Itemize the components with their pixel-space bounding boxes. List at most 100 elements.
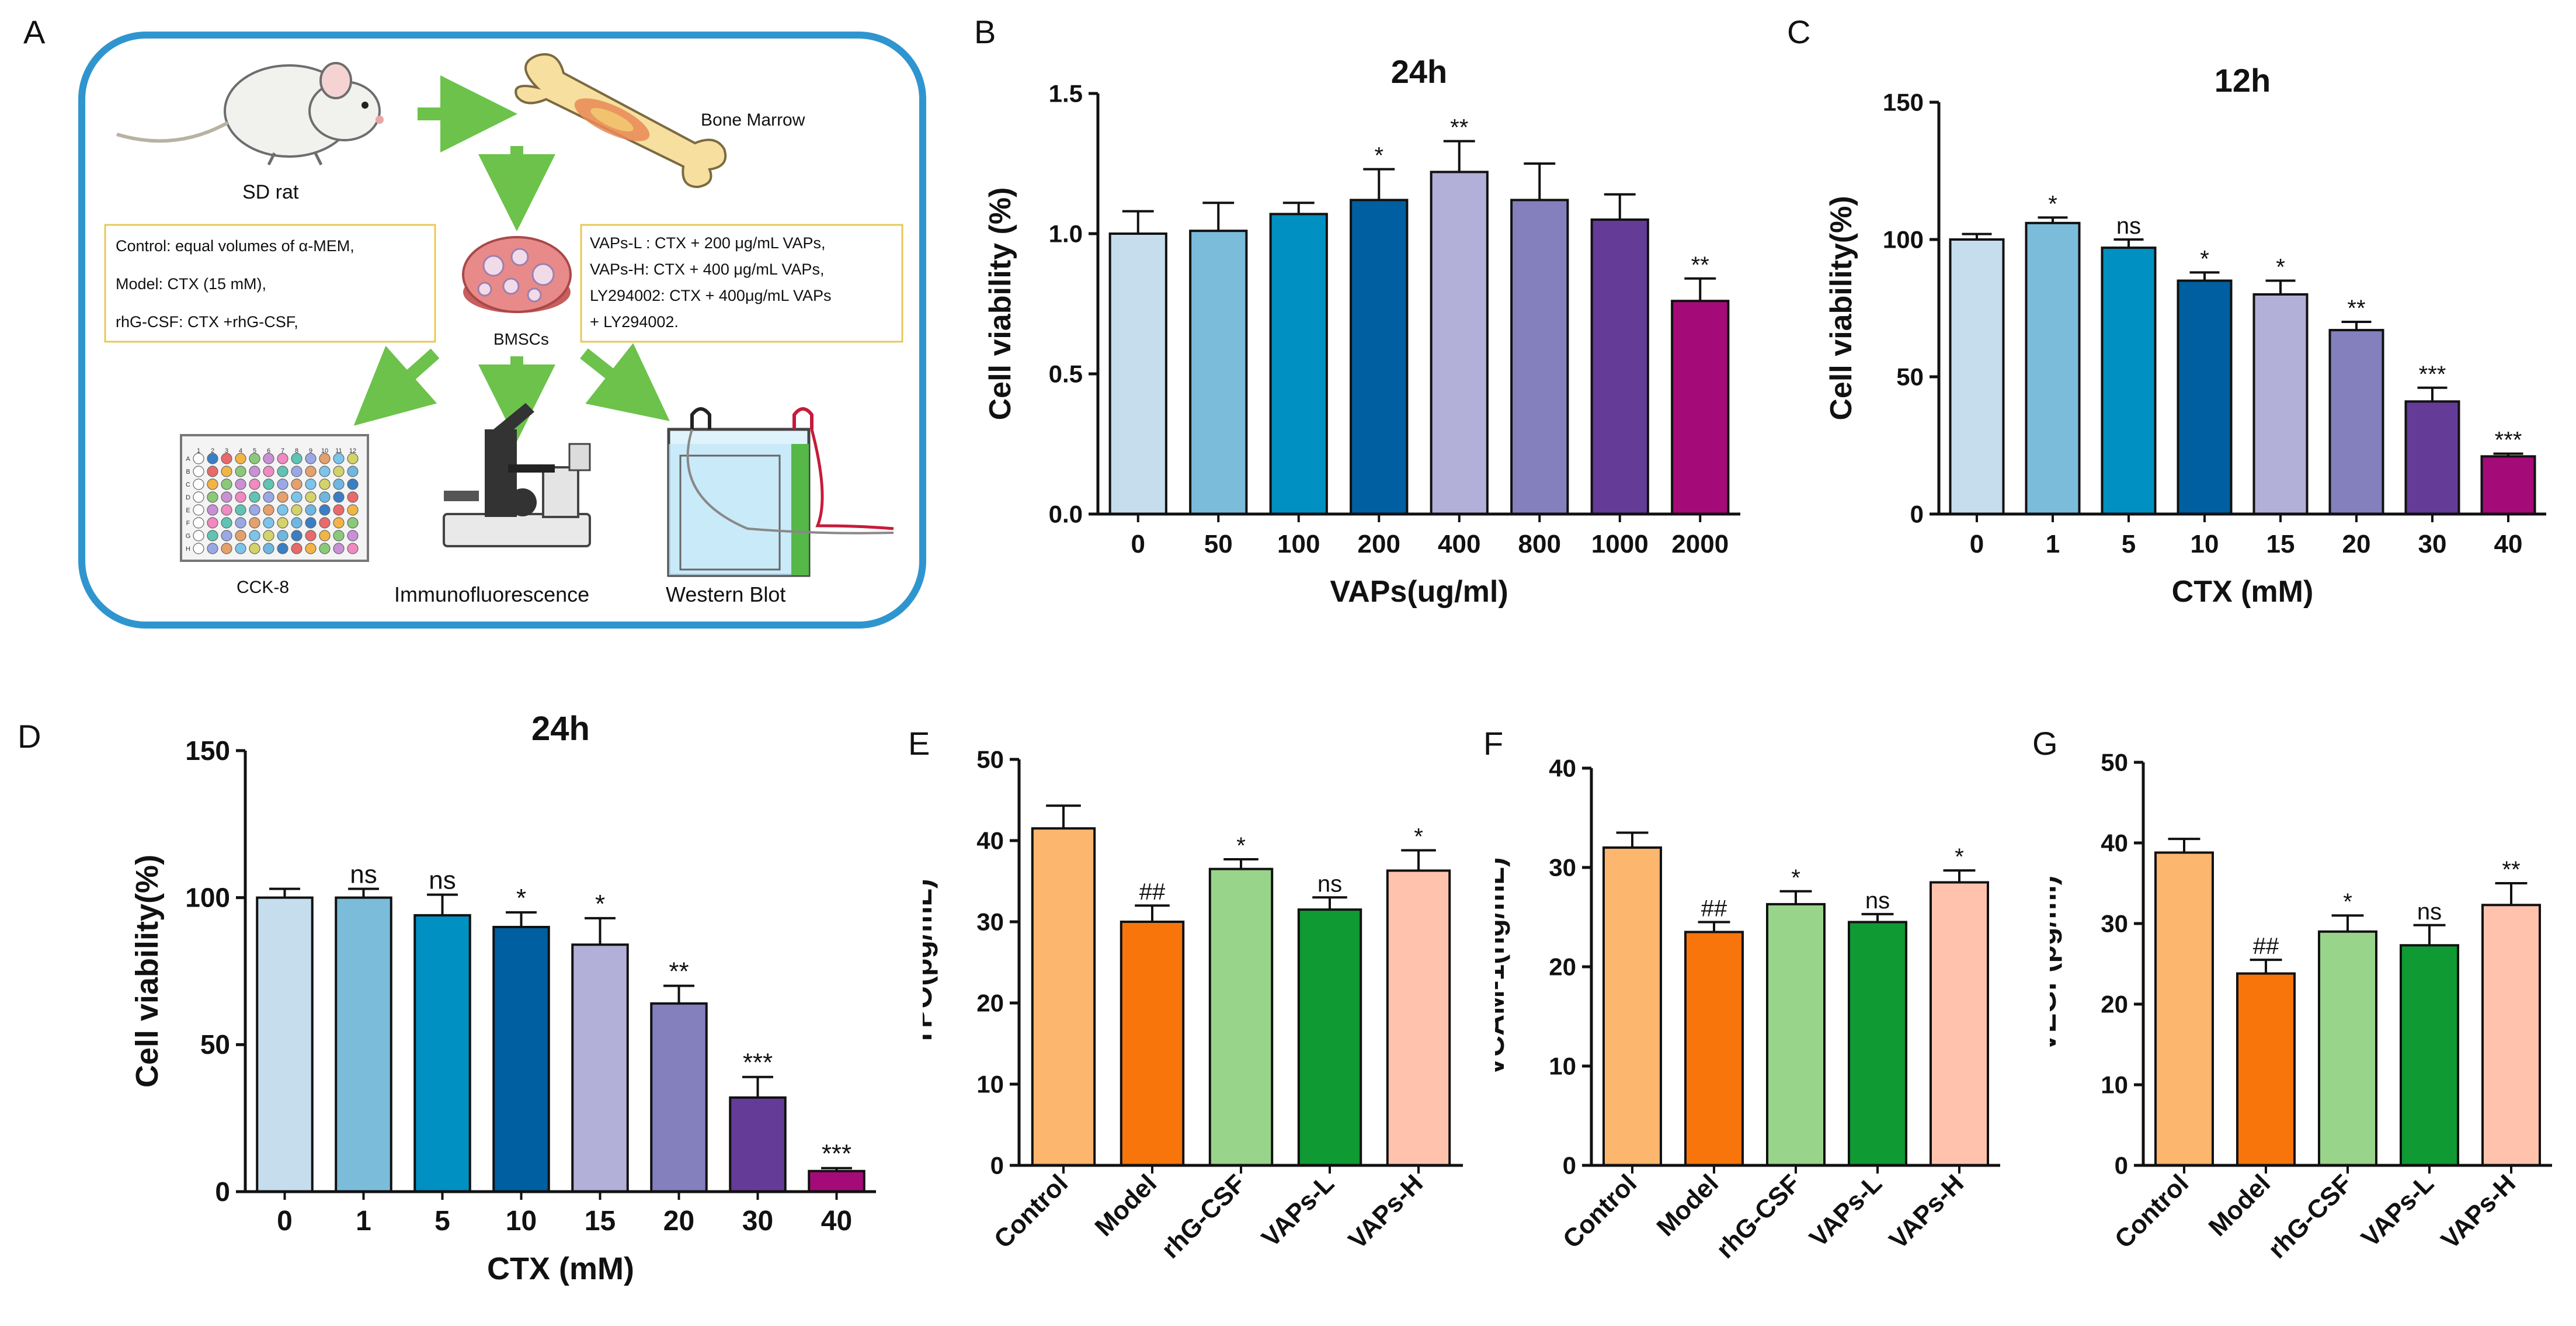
y-tick-label: 30 bbox=[976, 908, 1004, 935]
y-tick-label: 40 bbox=[1549, 754, 1576, 782]
plate-well bbox=[235, 453, 246, 464]
plate-well bbox=[235, 517, 246, 529]
plate-well bbox=[333, 543, 345, 554]
panel-letter-g: G bbox=[2032, 725, 2058, 762]
plate-col-label: 6 bbox=[267, 447, 270, 454]
plate-well bbox=[333, 453, 345, 464]
bar-rhG-CSF bbox=[1208, 867, 1274, 1167]
bar-200 bbox=[1350, 199, 1409, 515]
bar-rhG-CSF bbox=[1766, 902, 1826, 1167]
plate-well bbox=[207, 491, 218, 503]
plate-well bbox=[221, 491, 232, 503]
x-tick-label: 20 bbox=[663, 1206, 694, 1237]
plate-well bbox=[263, 453, 274, 464]
x-tick-label: Control bbox=[1558, 1169, 1642, 1254]
x-tick-label: VAPs-H bbox=[1343, 1169, 1428, 1254]
plate-well bbox=[193, 530, 204, 541]
y-tick-label: 100 bbox=[185, 883, 230, 913]
x-tick-label: Model bbox=[2203, 1169, 2276, 1242]
x-tick-label: rhG-CSF bbox=[1711, 1169, 1806, 1264]
bar-50 bbox=[1189, 230, 1248, 515]
bar-Model bbox=[1684, 931, 1744, 1167]
plate-well bbox=[305, 504, 317, 516]
left-box-line-2: Model: CTX (15 mM), bbox=[116, 275, 266, 293]
y-tick-label: 40 bbox=[976, 827, 1004, 854]
y-tick-label: 20 bbox=[1549, 953, 1576, 980]
plate-well bbox=[347, 530, 359, 541]
x-tick-label: VAPs-L bbox=[2356, 1169, 2439, 1252]
y-tick-label: 50 bbox=[1896, 363, 1924, 390]
y-tick-label: 1.5 bbox=[1049, 79, 1083, 107]
significance-label: ** bbox=[669, 957, 689, 986]
significance-label: *** bbox=[822, 1140, 851, 1168]
chart-title: 24h bbox=[1391, 53, 1448, 90]
plate-well bbox=[207, 478, 218, 490]
significance-label: * bbox=[1791, 865, 1800, 891]
x-tick-label: 0 bbox=[1131, 530, 1145, 558]
bar-VAPs-H bbox=[1930, 881, 1989, 1167]
plate-well bbox=[319, 530, 331, 541]
plate-well bbox=[263, 466, 274, 477]
plate-well bbox=[263, 543, 274, 554]
y-tick-label: 150 bbox=[185, 735, 230, 766]
chart-title: 24h bbox=[531, 710, 590, 748]
plate-well bbox=[221, 478, 232, 490]
plate-well bbox=[333, 478, 345, 490]
plate-well bbox=[193, 478, 204, 490]
x-tick-label: 30 bbox=[742, 1206, 773, 1237]
significance-label: * bbox=[2200, 246, 2209, 272]
plate-well bbox=[207, 453, 218, 464]
panel-letter-f: F bbox=[1483, 725, 1504, 762]
plate-well bbox=[305, 478, 317, 490]
y-tick-label: 0 bbox=[215, 1176, 230, 1207]
bar-Model bbox=[1120, 921, 1185, 1167]
significance-label: * bbox=[2276, 255, 2285, 280]
bar-1 bbox=[335, 896, 392, 1193]
x-tick-label: 10 bbox=[2191, 530, 2219, 558]
bar-5 bbox=[2101, 247, 2157, 515]
plate-well bbox=[263, 491, 274, 503]
significance-label: ns bbox=[2417, 899, 2442, 925]
panel-c-chart: 12h 0 * 1 ns 5 * 10 * 15 ** 20 *** 30 *** 40 0 50 100 150 Ce… bbox=[1824, 62, 2546, 609]
left-box-line-3: rhG-CSF: CTX +rhG-CSF, bbox=[116, 313, 298, 331]
x-tick-label: 30 bbox=[2418, 530, 2447, 558]
plate-well bbox=[193, 453, 204, 464]
bone-label: Bone Marrow bbox=[701, 110, 805, 130]
rat-icon bbox=[116, 62, 384, 166]
right-group-box bbox=[580, 224, 903, 343]
bar-40 bbox=[2480, 455, 2536, 515]
significance-label: ** bbox=[2502, 857, 2520, 883]
plate-col-label: 9 bbox=[309, 447, 312, 454]
significance-label: ** bbox=[1691, 252, 1709, 278]
plate-col-label: 2 bbox=[211, 447, 214, 454]
bar-30 bbox=[2404, 400, 2460, 515]
bar-100 bbox=[1269, 213, 1328, 515]
right-box-line-2: VAPs-H: CTX + 400 μg/mL VAPs, bbox=[590, 261, 824, 278]
x-tick-label: 5 bbox=[2122, 530, 2136, 558]
x-tick-label: 15 bbox=[2266, 530, 2295, 558]
x-tick-label: 2000 bbox=[1671, 530, 1729, 558]
bone-icon bbox=[514, 53, 727, 189]
plate-col-label: 4 bbox=[239, 447, 242, 454]
x-tick-label: Model bbox=[1652, 1169, 1725, 1242]
plate-well bbox=[221, 466, 232, 477]
cells-label: BMSCs bbox=[493, 330, 549, 348]
bar-400 bbox=[1430, 171, 1489, 515]
bar-5 bbox=[413, 914, 471, 1193]
y-tick-label: 0.0 bbox=[1049, 500, 1083, 527]
plate-row-label: B bbox=[186, 468, 190, 475]
plate-well bbox=[221, 453, 232, 464]
western-blot-tank-icon bbox=[667, 407, 894, 577]
bar-20 bbox=[650, 1002, 708, 1193]
x-tick-label: 20 bbox=[2342, 530, 2371, 558]
x-tick-label: 0 bbox=[277, 1206, 293, 1237]
x-tick-label: 10 bbox=[506, 1206, 537, 1237]
plate-row-label: G bbox=[186, 533, 191, 540]
plate-col-label: 10 bbox=[321, 447, 328, 454]
panel-a-schematic: SD rat Bone Marrow Control: equal volume… bbox=[78, 32, 926, 629]
plate-well bbox=[193, 504, 204, 516]
significance-label: ns bbox=[1317, 871, 1342, 897]
plate-well bbox=[305, 491, 317, 503]
